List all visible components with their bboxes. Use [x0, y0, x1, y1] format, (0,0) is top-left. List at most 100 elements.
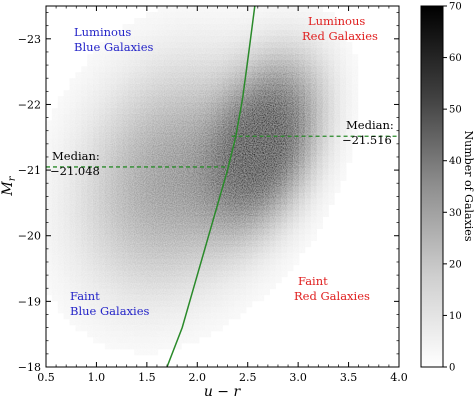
density-cell — [216, 150, 223, 157]
density-cell — [293, 174, 300, 181]
density-cell — [57, 240, 65, 248]
density-cell — [222, 72, 229, 79]
density-cell — [128, 36, 135, 43]
density-cell — [98, 258, 106, 266]
density-cell — [140, 114, 147, 121]
density-cell — [140, 48, 147, 55]
density-cell — [204, 48, 212, 55]
density-cell — [116, 156, 123, 163]
density-cell — [304, 120, 312, 127]
density-cell — [251, 168, 259, 175]
density-cell — [93, 108, 100, 115]
density-cell — [63, 240, 70, 248]
density-cell — [122, 324, 129, 332]
density-cell — [216, 54, 223, 61]
density-cell — [287, 234, 294, 242]
density-cell — [340, 132, 347, 139]
density-cell — [263, 12, 270, 19]
density-cell — [75, 222, 82, 230]
density-cell — [140, 210, 147, 217]
density-cell — [304, 18, 312, 25]
density-cell — [257, 144, 265, 151]
density-cell — [181, 222, 188, 230]
density-cell — [175, 114, 182, 121]
density-cell — [251, 210, 259, 217]
density-cell — [98, 234, 106, 242]
density-cell — [122, 282, 129, 290]
density-cell — [298, 54, 306, 61]
density-cell — [240, 150, 247, 157]
density-cell — [346, 54, 353, 61]
density-cell — [134, 240, 141, 248]
density-cell — [151, 342, 159, 350]
density-cell — [222, 12, 229, 19]
density-cell — [63, 144, 70, 151]
density-cell — [169, 192, 176, 199]
density-cell — [122, 150, 129, 157]
density-cell — [110, 120, 117, 127]
density-cell — [81, 78, 88, 85]
density-cell — [69, 210, 76, 217]
density-cell — [240, 120, 247, 127]
density-cell — [140, 60, 147, 67]
density-cell — [181, 84, 188, 91]
density-cell — [304, 108, 312, 115]
density-cell — [128, 264, 135, 272]
density-cell — [51, 294, 59, 302]
density-cell — [98, 54, 106, 61]
density-cell — [216, 24, 223, 31]
density-cell — [210, 240, 218, 248]
density-cell — [163, 330, 170, 338]
density-cell — [110, 138, 117, 145]
density-cell — [275, 270, 282, 278]
density-cell — [281, 270, 288, 278]
density-cell — [334, 72, 341, 79]
density-cell — [98, 216, 106, 223]
density-cell — [251, 276, 259, 284]
density-cell — [293, 228, 300, 236]
density-cell — [169, 114, 176, 121]
density-cell — [110, 288, 117, 296]
density-cell — [328, 126, 335, 133]
density-cell — [51, 150, 59, 157]
density-cell — [146, 246, 153, 254]
density-cell — [198, 126, 206, 133]
density-cell — [140, 42, 147, 49]
density-cell — [246, 150, 253, 157]
density-cell — [181, 174, 188, 181]
density-cell — [222, 6, 229, 13]
density-cell — [251, 270, 259, 278]
density-cell — [275, 120, 282, 127]
x-axis-ticks: 0.5 1.0 1.5 2.0 2.5 3.0 3.5 4.0 — [37, 6, 408, 384]
density-cell — [110, 216, 117, 223]
density-cell — [275, 126, 282, 133]
density-cell — [81, 150, 88, 157]
density-cell — [193, 216, 200, 223]
density-cell — [63, 108, 70, 115]
density-cell — [110, 318, 117, 326]
density-cell — [287, 216, 294, 223]
density-cell — [240, 246, 247, 254]
density-cell — [51, 204, 59, 211]
density-cell — [234, 198, 241, 205]
density-cell — [122, 138, 129, 145]
density-cell — [140, 132, 147, 139]
density-cell — [87, 120, 94, 127]
density-cell — [187, 318, 194, 326]
density-cell — [140, 282, 147, 290]
density-cell — [257, 198, 265, 205]
density-cell — [175, 84, 182, 91]
density-cell — [104, 252, 112, 260]
density-cell — [298, 180, 306, 187]
density-cell — [298, 12, 306, 19]
density-cell — [310, 204, 318, 211]
density-cell — [122, 72, 129, 79]
density-cell — [169, 246, 176, 254]
density-cell — [87, 84, 94, 91]
density-cell — [175, 18, 182, 25]
density-cell — [116, 78, 123, 85]
density-cell — [193, 90, 200, 97]
density-cell — [340, 66, 347, 73]
density-cell — [281, 156, 288, 163]
density-cell — [134, 60, 141, 67]
